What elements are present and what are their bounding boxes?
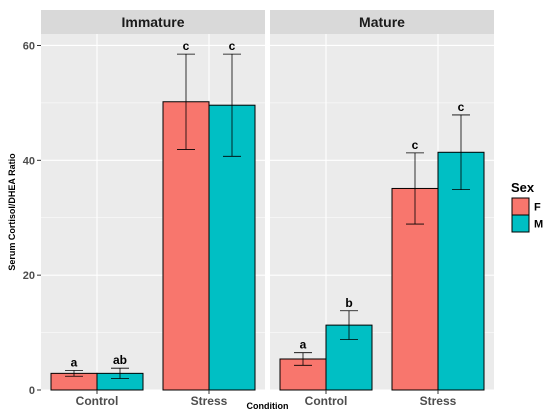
facet-panel-immature: Immature a ab Control c c Stress — [41, 10, 265, 408]
significance-label: b — [345, 296, 352, 310]
significance-label: c — [458, 100, 465, 114]
x-tick-label: Control — [305, 394, 348, 408]
legend-label-f: F — [534, 202, 541, 214]
facet-strip — [41, 10, 265, 34]
x-tick-label: Control — [76, 394, 119, 408]
y-axis: 0 20 40 60 — [23, 40, 41, 397]
legend: FM — [511, 197, 543, 233]
bar-m-stress — [437, 151, 485, 391]
significance-label: c — [183, 39, 190, 53]
x-tick-label: Stress — [191, 394, 228, 408]
x-axis-title: Condition — [247, 401, 289, 411]
y-tick-label: 40 — [23, 155, 35, 167]
legend-title: Sex — [511, 180, 535, 195]
y-tick-label: 0 — [29, 385, 35, 397]
significance-label: a — [71, 355, 78, 369]
y-axis-title: Serum Cortisol/DHEA Ratio — [7, 153, 17, 271]
significance-label: a — [300, 338, 307, 352]
facet-strip — [270, 10, 494, 34]
legend-label-m: M — [534, 219, 543, 231]
y-tick-label: 60 — [23, 40, 35, 52]
facet-panel-mature: Mature a b Control c c Stress — [270, 10, 494, 408]
legend-key-f — [511, 197, 530, 216]
facet-strip-label: Immature — [121, 14, 184, 30]
significance-label: c — [229, 39, 236, 53]
legend-key-m — [511, 214, 530, 233]
facet-strip-label: Mature — [359, 14, 405, 30]
significance-label: c — [412, 138, 419, 152]
y-tick-label: 20 — [23, 270, 35, 282]
significance-label: ab — [113, 353, 127, 367]
x-tick-label: Stress — [420, 394, 457, 408]
